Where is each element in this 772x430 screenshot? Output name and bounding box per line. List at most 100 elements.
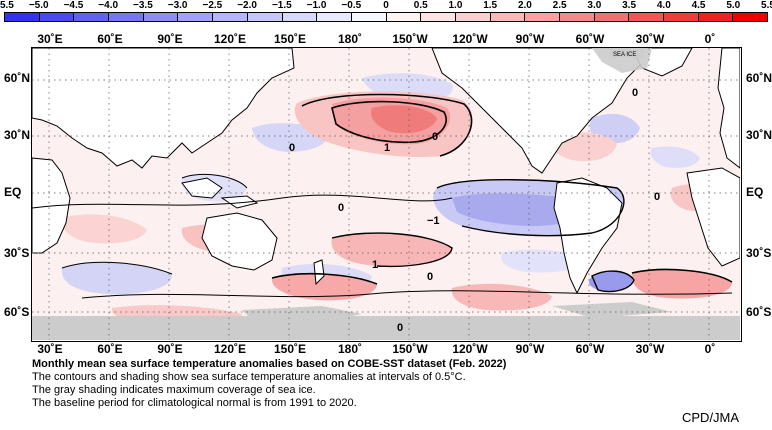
longitude-label: 30˚W <box>635 32 665 46</box>
longitude-label: 180˚ <box>337 342 363 356</box>
positive-anomaly-shading <box>61 91 732 327</box>
longitude-label: 30˚W <box>635 342 665 356</box>
color-scale-tick-label: −5.0 <box>28 0 49 11</box>
latitude-label: 60˚S <box>746 305 772 319</box>
color-scale-tick-label: −2.0 <box>237 0 257 11</box>
latitude-label: 60˚N <box>746 71 772 85</box>
longitude-label: 120˚W <box>452 32 488 46</box>
continents <box>32 48 740 295</box>
color-swatch <box>109 13 144 21</box>
land-south-america <box>553 177 623 295</box>
color-scale-tick-label: 4.0 <box>656 0 671 11</box>
color-swatch <box>213 13 248 21</box>
color-scale-tick-label: −1.0 <box>306 0 327 11</box>
caption-line-1: The contours and shading show sea surfac… <box>32 371 466 383</box>
latitude-label: 30˚S <box>4 246 30 260</box>
caption-line-2: The gray shading indicates maximum cover… <box>32 384 316 396</box>
latitude-label: 60˚N <box>4 71 31 85</box>
land-africa <box>32 157 71 254</box>
land-asia <box>32 48 295 169</box>
color-scale-tick-label: 1.5 <box>483 0 498 11</box>
caption-title: Monthly mean sea surface temperature ano… <box>32 358 507 370</box>
color-scale-tick-label: −4.0 <box>98 0 119 11</box>
longitude-label: 0˚ <box>704 342 716 356</box>
contour-label: 0 <box>289 142 295 154</box>
longitude-label: 150˚E <box>273 342 307 356</box>
contour-label: 0 <box>427 271 433 283</box>
color-swatch <box>247 13 283 21</box>
caption-line-3: The baseline period for climatological n… <box>32 397 357 409</box>
longitude-label: 90˚E <box>157 342 183 356</box>
color-scale-tick-label: 1.0 <box>448 0 463 11</box>
color-swatch <box>39 13 75 21</box>
longitude-label: 120˚E <box>213 32 247 46</box>
latitude-label: EQ <box>746 185 764 199</box>
longitude-labels-top: 30˚E 60˚E 90˚E 120˚E 150˚E 180˚ 150˚W 120˚W 90˚W… <box>0 32 772 48</box>
contour-value-labels: 0 1 0 0 −1 0 1 0 0 0 <box>289 87 660 334</box>
color-scale-tick-label: 2.5 <box>552 0 567 11</box>
color-scale-tick-label: −5.5 <box>0 0 14 11</box>
color-swatch <box>178 13 214 21</box>
color-scale-tick-label: −0.5 <box>341 0 362 11</box>
longitude-label: 60˚E <box>97 32 123 46</box>
contour-label: 0 <box>338 202 344 214</box>
color-scale-tick-label: 0.5 <box>413 0 428 11</box>
color-scale-tick-label: 4.5 <box>691 0 706 11</box>
land-europe-africa <box>717 48 740 169</box>
color-scale-swatches <box>4 12 768 22</box>
contour-label: 0 <box>654 191 660 203</box>
color-scale-tick-label: 2.0 <box>517 0 532 11</box>
sst-anomaly-map: 0 1 0 0 −1 0 1 0 0 0 SEA ICE <box>31 47 742 342</box>
color-scale-tick-label: 0 <box>383 0 389 11</box>
map-caption: Monthly mean sea surface temperature ano… <box>32 358 506 410</box>
color-scale-tick-label: 3.5 <box>622 0 637 11</box>
longitude-label: 150˚E <box>273 32 307 46</box>
color-scale-tick-label: −3.0 <box>167 0 188 11</box>
color-scale-tick-label: −2.5 <box>202 0 223 11</box>
color-swatch <box>629 13 665 21</box>
color-swatch <box>455 13 491 21</box>
longitude-label: 120˚E <box>213 342 247 356</box>
color-swatch <box>386 13 422 21</box>
color-scale-tick-label: −4.5 <box>63 0 84 11</box>
credit-label: CPD/JMA <box>682 410 740 425</box>
longitude-label: 180˚ <box>337 32 363 46</box>
sea-ice-legend-label: SEA ICE <box>613 52 636 58</box>
land-africa-west <box>686 167 740 267</box>
land-new-zealand <box>313 259 325 286</box>
color-swatch <box>317 13 352 21</box>
color-swatch <box>490 13 526 21</box>
color-swatch <box>560 13 595 21</box>
color-scale-tick-label: −3.5 <box>133 0 153 11</box>
color-swatch <box>5 13 40 21</box>
contour-label: 1 <box>384 142 390 154</box>
contour-label: 1 <box>372 259 378 271</box>
longitude-labels-bottom: 30˚E 60˚E 90˚E 120˚E 150˚E 180˚ 150˚W 120˚W 90˚W… <box>0 342 772 358</box>
longitude-label: 30˚E <box>37 342 63 356</box>
longitude-label: 150˚W <box>392 342 428 356</box>
color-scale-tick-label: −1.5 <box>271 0 292 11</box>
color-swatch <box>282 13 318 21</box>
color-swatch <box>143 13 179 21</box>
sea-ice-legend-swatch <box>610 48 644 58</box>
latitude-label: EQ <box>4 185 22 199</box>
longitude-label: 150˚W <box>392 32 428 46</box>
contour-label: 0 <box>432 131 438 143</box>
latitude-label: 30˚N <box>4 128 31 142</box>
longitude-label: 120˚W <box>452 342 488 356</box>
land-north-america <box>431 48 653 174</box>
contour-label: 0 <box>397 322 403 334</box>
longitude-label: 60˚E <box>97 342 123 356</box>
contour-lines <box>32 93 733 299</box>
graticule <box>32 48 740 340</box>
color-scale-legend: −5.5 −5.0 −4.5 −4.0 −3.5 −3.0 −2.5 −2.0 −1.5 −1.0… <box>0 0 772 32</box>
color-swatch <box>525 13 560 21</box>
color-scale-tick-label: 5.0 <box>726 0 741 11</box>
color-scale-tick-label: 5.5 <box>761 0 772 11</box>
longitude-label: 0˚ <box>704 32 716 46</box>
latitude-label: 30˚S <box>746 246 772 260</box>
latitude-label: 60˚S <box>4 305 30 319</box>
longitude-label: 90˚E <box>157 32 183 46</box>
color-swatch <box>74 13 110 21</box>
color-swatch <box>664 13 699 21</box>
